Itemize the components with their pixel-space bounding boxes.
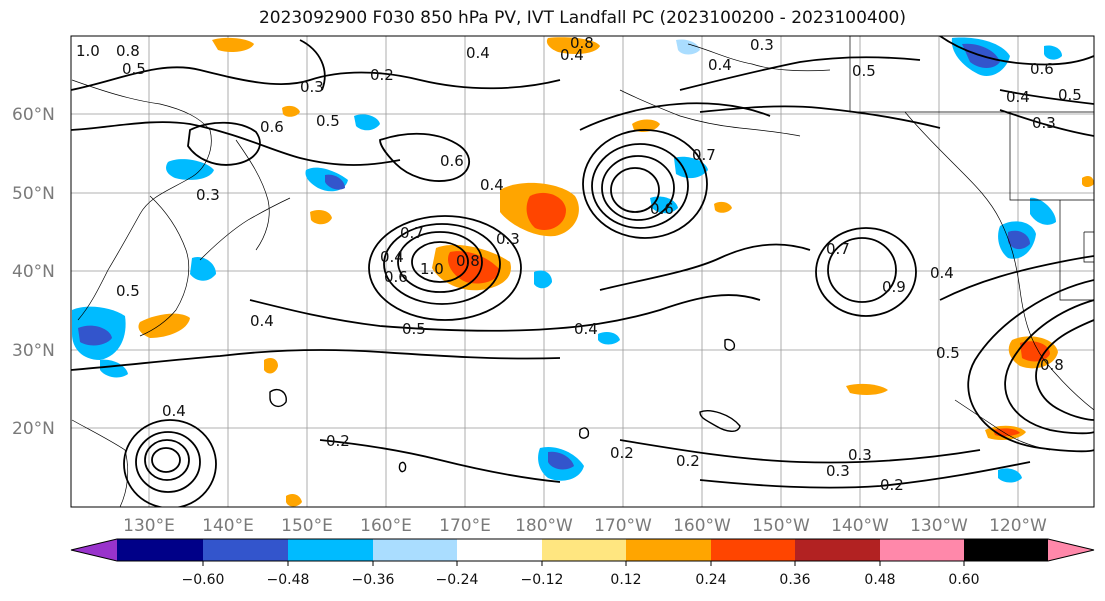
contour-label: 0.5 [122, 60, 146, 78]
contour-label: 0.4 [574, 320, 598, 338]
lon-label: 140°W [831, 516, 889, 536]
contour-label: 0.8 [570, 34, 594, 52]
contour-label: 0.4 [466, 44, 490, 62]
contour-label: 0.4 [1006, 88, 1030, 106]
contour-label: 0.2 [326, 432, 350, 450]
lon-label: 180°W [515, 516, 573, 536]
contour-label: 0.7 [692, 146, 716, 164]
colorbar-tick-label: −0.24 [436, 572, 479, 588]
colorbar-tick-label: 0.36 [779, 572, 810, 588]
colorbar-tick-label: −0.48 [267, 572, 310, 588]
pv-contours [71, 36, 1094, 507]
contour-label: 0.5 [936, 344, 960, 362]
contour-label: 0.2 [610, 444, 634, 462]
colorbar-segment [288, 539, 373, 561]
contour-label: 0.6 [650, 200, 674, 218]
gridlines [71, 36, 1094, 507]
contour-label: 0.8 [456, 252, 480, 270]
colorbar: −0.60 −0.48 −0.36 −0.24 −0.12 0.12 0.24 … [70, 538, 1095, 588]
lon-label: 150°E [281, 516, 333, 536]
colorbar-segment [964, 539, 1048, 561]
contour-label: 0.3 [496, 230, 520, 248]
contour-label: 0.5 [1058, 86, 1082, 104]
colorbar-outline [70, 538, 1095, 562]
lon-label: 160°W [673, 516, 731, 536]
lon-label: 150°W [752, 516, 810, 536]
contour-label: 1.0 [76, 42, 100, 60]
contour-label: 0.4 [162, 402, 186, 420]
lon-label: 170°W [594, 516, 652, 536]
colorbar-segment [795, 539, 880, 561]
colorbar-segment [880, 539, 964, 561]
lat-label: 40°N [12, 262, 55, 282]
colorbar-segment [626, 539, 711, 561]
colorbar-ticks [202, 561, 965, 566]
colorbar-tick-label: −0.12 [521, 572, 564, 588]
contour-label: 0.6 [1030, 60, 1054, 78]
lat-label: 60°N [12, 105, 55, 125]
colorbar-segment [457, 539, 542, 561]
contour-label: 0.2 [880, 476, 904, 494]
colorbar-segment [373, 539, 457, 561]
contour-label: 0.8 [1040, 356, 1064, 374]
contour-label: 0.3 [750, 36, 774, 54]
contour-label: 0.4 [560, 46, 584, 64]
contour-label: 0.4 [250, 312, 274, 330]
contour-label: 0.5 [402, 320, 426, 338]
contour-label: 0.3 [826, 462, 850, 480]
lat-label: 30°N [12, 341, 55, 361]
lon-label: 130°E [123, 516, 175, 536]
map-title: 2023092900 F030 850 hPa PV, IVT Landfall… [258, 8, 906, 28]
contour-label: 0.5 [316, 112, 340, 130]
lon-label: 170°E [439, 516, 491, 536]
contour-label: 0.6 [384, 268, 408, 286]
colorbar-tick-label: 0.48 [864, 572, 895, 588]
longitude-labels: 130°E 140°E 150°E 160°E 170°E 180°W 170°… [123, 516, 1047, 536]
colorbar-tick-label: 0.24 [695, 572, 726, 588]
lat-label: 50°N [12, 184, 55, 204]
lon-label: 160°E [360, 516, 412, 536]
contour-label: 0.6 [260, 118, 284, 136]
contour-label: 0.2 [676, 452, 700, 470]
contour-label: 0.4 [708, 56, 732, 74]
colorbar-segment [711, 539, 795, 561]
contour-label: 0.4 [930, 264, 954, 282]
contour-label: 0.6 [440, 152, 464, 170]
small-contours [269, 338, 741, 473]
contour-labels: 1.0 0.8 0.5 0.3 0.2 0.4 0.8 0.4 0.3 0.4 … [76, 34, 1082, 494]
contour-label: 0.3 [300, 78, 324, 96]
shaded-regions [72, 37, 1094, 507]
contour-label: 0.8 [116, 42, 140, 60]
colorbar-tick-label: 0.60 [948, 572, 979, 588]
colorbar-extend-min [71, 539, 117, 561]
lat-label: 20°N [12, 419, 55, 439]
contour-label: 0.3 [848, 446, 872, 464]
colorbar-tick-label: −0.60 [182, 572, 225, 588]
contour-label: 1.0 [420, 260, 444, 278]
colorbar-tick-label: 0.12 [610, 572, 641, 588]
colorbar-tick-label: −0.36 [352, 572, 395, 588]
lon-label: 130°W [910, 516, 968, 536]
contour-label: 0.3 [1032, 114, 1056, 132]
contour-label: 0.5 [116, 282, 140, 300]
contour-label: 0.2 [370, 66, 394, 84]
contour-label: 0.5 [852, 62, 876, 80]
map-frame [70, 35, 1095, 508]
latitude-labels: 60°N 50°N 40°N 30°N 20°N [12, 105, 55, 439]
colorbar-segment [203, 539, 288, 561]
colorbar-segment [117, 539, 203, 561]
contour-label: 0.4 [480, 176, 504, 194]
contour-label: 0.7 [826, 240, 850, 258]
contour-label: 0.3 [196, 186, 220, 204]
lon-label: 140°E [202, 516, 254, 536]
contour-label: 0.9 [882, 278, 906, 296]
colorbar-segment [542, 539, 626, 561]
contour-label: 0.7 [400, 224, 424, 242]
lon-label: 120°W [989, 516, 1047, 536]
contour-label: 0.4 [380, 248, 404, 266]
